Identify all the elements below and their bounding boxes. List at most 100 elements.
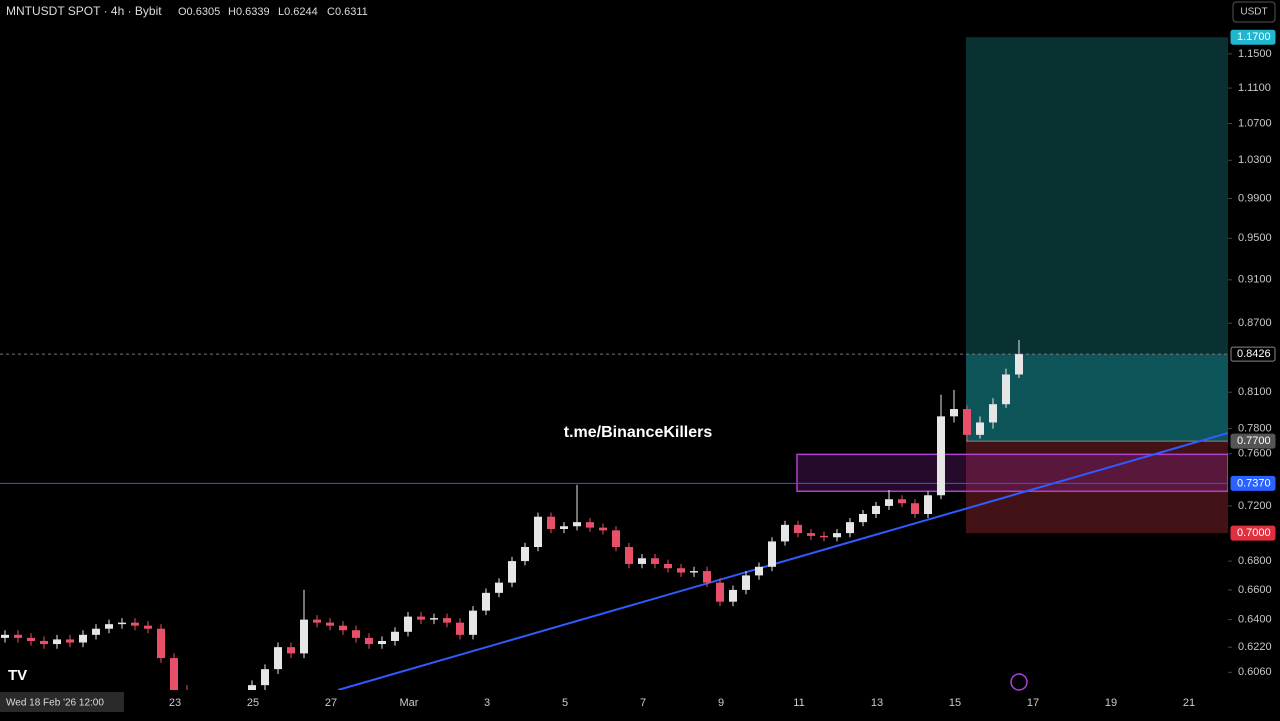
price-marker bbox=[1230, 525, 1276, 541]
stop-zone bbox=[966, 441, 1228, 534]
candle-body bbox=[742, 575, 750, 590]
supply-box bbox=[796, 453, 1228, 493]
y-tick-label: 0.6220 bbox=[1238, 641, 1272, 653]
y-tick-label: 0.6600 bbox=[1238, 584, 1272, 596]
candle-body bbox=[755, 566, 763, 576]
y-tick-label: 0.7600 bbox=[1238, 448, 1272, 460]
candle-body bbox=[430, 618, 438, 620]
candle-body bbox=[404, 616, 412, 632]
candle-body bbox=[339, 625, 347, 631]
x-tick-label: Mar bbox=[400, 697, 419, 709]
candle-body bbox=[976, 422, 984, 435]
x-tick-label: 11 bbox=[793, 697, 804, 709]
candle-body bbox=[157, 628, 165, 659]
candle-body bbox=[40, 640, 48, 645]
candle-body bbox=[352, 630, 360, 638]
price-marker bbox=[1230, 29, 1276, 45]
currency-button[interactable] bbox=[1232, 1, 1276, 23]
candle-body bbox=[248, 685, 256, 690]
candle-body bbox=[378, 640, 386, 645]
y-tick-label: 0.8700 bbox=[1238, 317, 1272, 329]
price-marker bbox=[1230, 475, 1276, 491]
crosshair-time: Wed 18 Feb '26 12:00 bbox=[6, 698, 104, 709]
x-tick-label: 15 bbox=[949, 697, 961, 709]
y-tick-label: 1.1500 bbox=[1238, 48, 1272, 60]
candle-body bbox=[313, 619, 321, 623]
candle-body bbox=[664, 563, 672, 569]
candle-body bbox=[859, 513, 867, 523]
candle-body bbox=[807, 533, 815, 536]
ohlc-high: H0.6339 bbox=[228, 6, 270, 18]
candle-body bbox=[937, 416, 945, 496]
y-tick-label: 1.1100 bbox=[1238, 82, 1271, 94]
currency-label[interactable]: USDT bbox=[1240, 7, 1267, 18]
watermark: t.me/BinanceKillers bbox=[564, 424, 713, 441]
price-marker-label: 0.7700 bbox=[1237, 435, 1271, 447]
x-tick-label: 13 bbox=[871, 697, 883, 709]
candle-body bbox=[443, 618, 451, 623]
x-tick-label: 17 bbox=[1027, 697, 1039, 709]
candle-body bbox=[625, 547, 633, 564]
candle-body bbox=[768, 541, 776, 567]
alert-icon[interactable] bbox=[1010, 673, 1028, 691]
candle-body bbox=[989, 404, 997, 423]
candle-body bbox=[79, 634, 87, 643]
candle-body bbox=[846, 522, 854, 534]
candle-body bbox=[14, 634, 22, 638]
price-marker-label: 0.7000 bbox=[1237, 527, 1271, 539]
candle-body bbox=[1002, 374, 1010, 405]
candle-body bbox=[1, 634, 9, 638]
x-tick-label: 7 bbox=[640, 697, 646, 709]
candle-body bbox=[105, 624, 113, 629]
candle-body bbox=[638, 558, 646, 564]
candle-body bbox=[1015, 354, 1023, 375]
candle-body bbox=[482, 592, 490, 611]
x-tick-label: 23 bbox=[169, 697, 181, 709]
candle-body bbox=[131, 622, 139, 626]
candle-body bbox=[716, 582, 724, 602]
price-axis: 1.1500 1.1100 1.0700 1.0300 0.9900 0.9500 0.91… bbox=[1228, 29, 1276, 678]
candle-body bbox=[586, 522, 594, 528]
y-tick-label: 0.6400 bbox=[1238, 614, 1272, 626]
x-tick-label: 19 bbox=[1105, 697, 1117, 709]
candle-body bbox=[118, 622, 126, 625]
crosshair-time-box bbox=[0, 692, 124, 712]
candle-body bbox=[950, 409, 958, 417]
symbol: MNTUSDT SPOT · 4h · Bybit bbox=[6, 4, 162, 18]
y-tick-label: 0.8100 bbox=[1238, 386, 1272, 398]
candle-body bbox=[560, 526, 568, 529]
candle-body bbox=[261, 669, 269, 686]
candle-body bbox=[144, 625, 152, 629]
candle-body bbox=[924, 495, 932, 514]
candle-body bbox=[599, 527, 607, 531]
ohlc-open: O0.6305 bbox=[178, 6, 220, 18]
candle-body bbox=[911, 503, 919, 514]
candle-body bbox=[469, 610, 477, 635]
candle-body bbox=[456, 622, 464, 635]
candle-body bbox=[274, 647, 282, 670]
price-marker bbox=[1230, 346, 1276, 362]
candle-body bbox=[417, 616, 425, 620]
candle-body bbox=[170, 658, 178, 690]
candle-body bbox=[534, 516, 542, 548]
candle-body bbox=[833, 533, 841, 538]
candle-body bbox=[547, 516, 555, 529]
y-tick-label: 0.9900 bbox=[1238, 192, 1272, 204]
candle-body bbox=[677, 568, 685, 573]
candle-body bbox=[495, 582, 503, 593]
candle-body bbox=[612, 530, 620, 548]
x-tick-label: 5 bbox=[562, 697, 568, 709]
y-tick-label: 0.6060 bbox=[1238, 666, 1272, 678]
candle-body bbox=[365, 637, 373, 645]
y-tick-label: 1.0700 bbox=[1238, 117, 1272, 129]
price-marker-label: 1.1700 bbox=[1237, 31, 1271, 43]
x-tick-label: 21 bbox=[1183, 697, 1195, 709]
candle-body bbox=[573, 522, 581, 527]
candle-body bbox=[872, 505, 880, 514]
price-marker bbox=[1230, 433, 1276, 449]
candle-body bbox=[651, 558, 659, 564]
x-tick-label: 25 bbox=[247, 697, 259, 709]
candle-body bbox=[885, 499, 893, 506]
candle-body bbox=[963, 409, 971, 435]
